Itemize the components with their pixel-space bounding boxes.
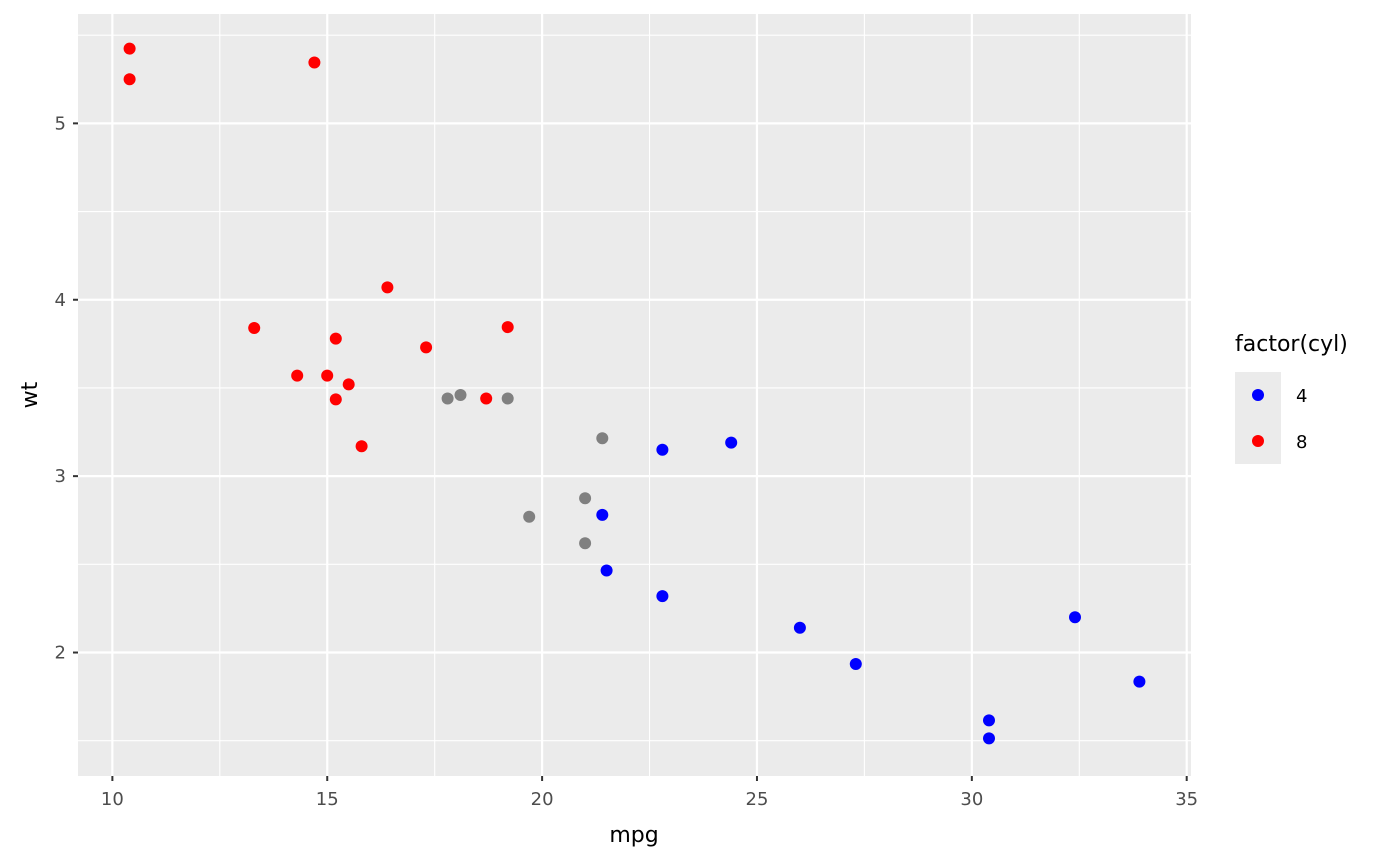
x-tick-label: 30 <box>960 789 983 810</box>
y-tick-label: 2 <box>55 643 66 664</box>
data-point <box>983 732 995 745</box>
plot-panel <box>78 14 1191 776</box>
data-point <box>381 281 394 294</box>
data-point <box>656 443 669 456</box>
data-point <box>248 322 261 334</box>
x-tick-label: 35 <box>1175 789 1198 810</box>
legend-label-8: 8 <box>1296 432 1307 453</box>
data-point <box>793 621 806 634</box>
data-point <box>656 590 669 603</box>
legend-title: factor(cyl) <box>1235 332 1348 357</box>
x-tick-label: 15 <box>316 789 339 810</box>
y-tick-label: 5 <box>55 113 66 134</box>
data-point <box>480 392 493 405</box>
data-point <box>420 341 433 354</box>
data-point <box>725 436 738 449</box>
data-points <box>123 42 1146 745</box>
data-point <box>1069 611 1081 624</box>
data-point <box>329 393 342 406</box>
data-point <box>123 73 136 86</box>
x-tick-label: 20 <box>531 789 554 810</box>
data-point <box>1133 675 1146 688</box>
legend: factor(cyl) 4 8 <box>1235 332 1348 464</box>
major-gridlines <box>78 14 1191 776</box>
data-point <box>579 537 592 550</box>
data-point <box>600 564 613 577</box>
data-point <box>308 56 321 69</box>
minor-gridlines <box>78 14 1191 776</box>
data-point <box>983 714 995 727</box>
y-axis-title: wt <box>18 381 43 408</box>
legend-key-8 <box>1252 435 1264 447</box>
data-point <box>501 321 514 334</box>
legend-label-4: 4 <box>1296 386 1307 407</box>
y-axis: 2 3 4 5 <box>55 113 78 664</box>
y-tick-label: 3 <box>55 466 66 487</box>
data-point <box>291 369 304 382</box>
data-point <box>501 392 514 405</box>
data-point <box>342 378 355 391</box>
data-point <box>321 369 334 382</box>
data-point <box>523 510 536 523</box>
data-point <box>123 42 136 55</box>
data-point <box>454 389 467 401</box>
legend-key-4 <box>1252 389 1264 401</box>
x-axis-title: mpg <box>609 823 658 848</box>
y-tick-label: 4 <box>55 290 66 311</box>
x-tick-label: 25 <box>746 789 769 810</box>
data-point <box>329 332 342 345</box>
data-point <box>596 432 609 445</box>
x-axis: 10 15 20 25 30 35 <box>101 776 1198 810</box>
data-point <box>441 392 454 405</box>
x-tick-label: 10 <box>101 789 124 810</box>
data-point <box>596 508 609 521</box>
legend-key-background <box>1235 372 1281 464</box>
data-point <box>579 492 592 505</box>
data-point <box>355 440 368 453</box>
data-point <box>849 658 862 670</box>
